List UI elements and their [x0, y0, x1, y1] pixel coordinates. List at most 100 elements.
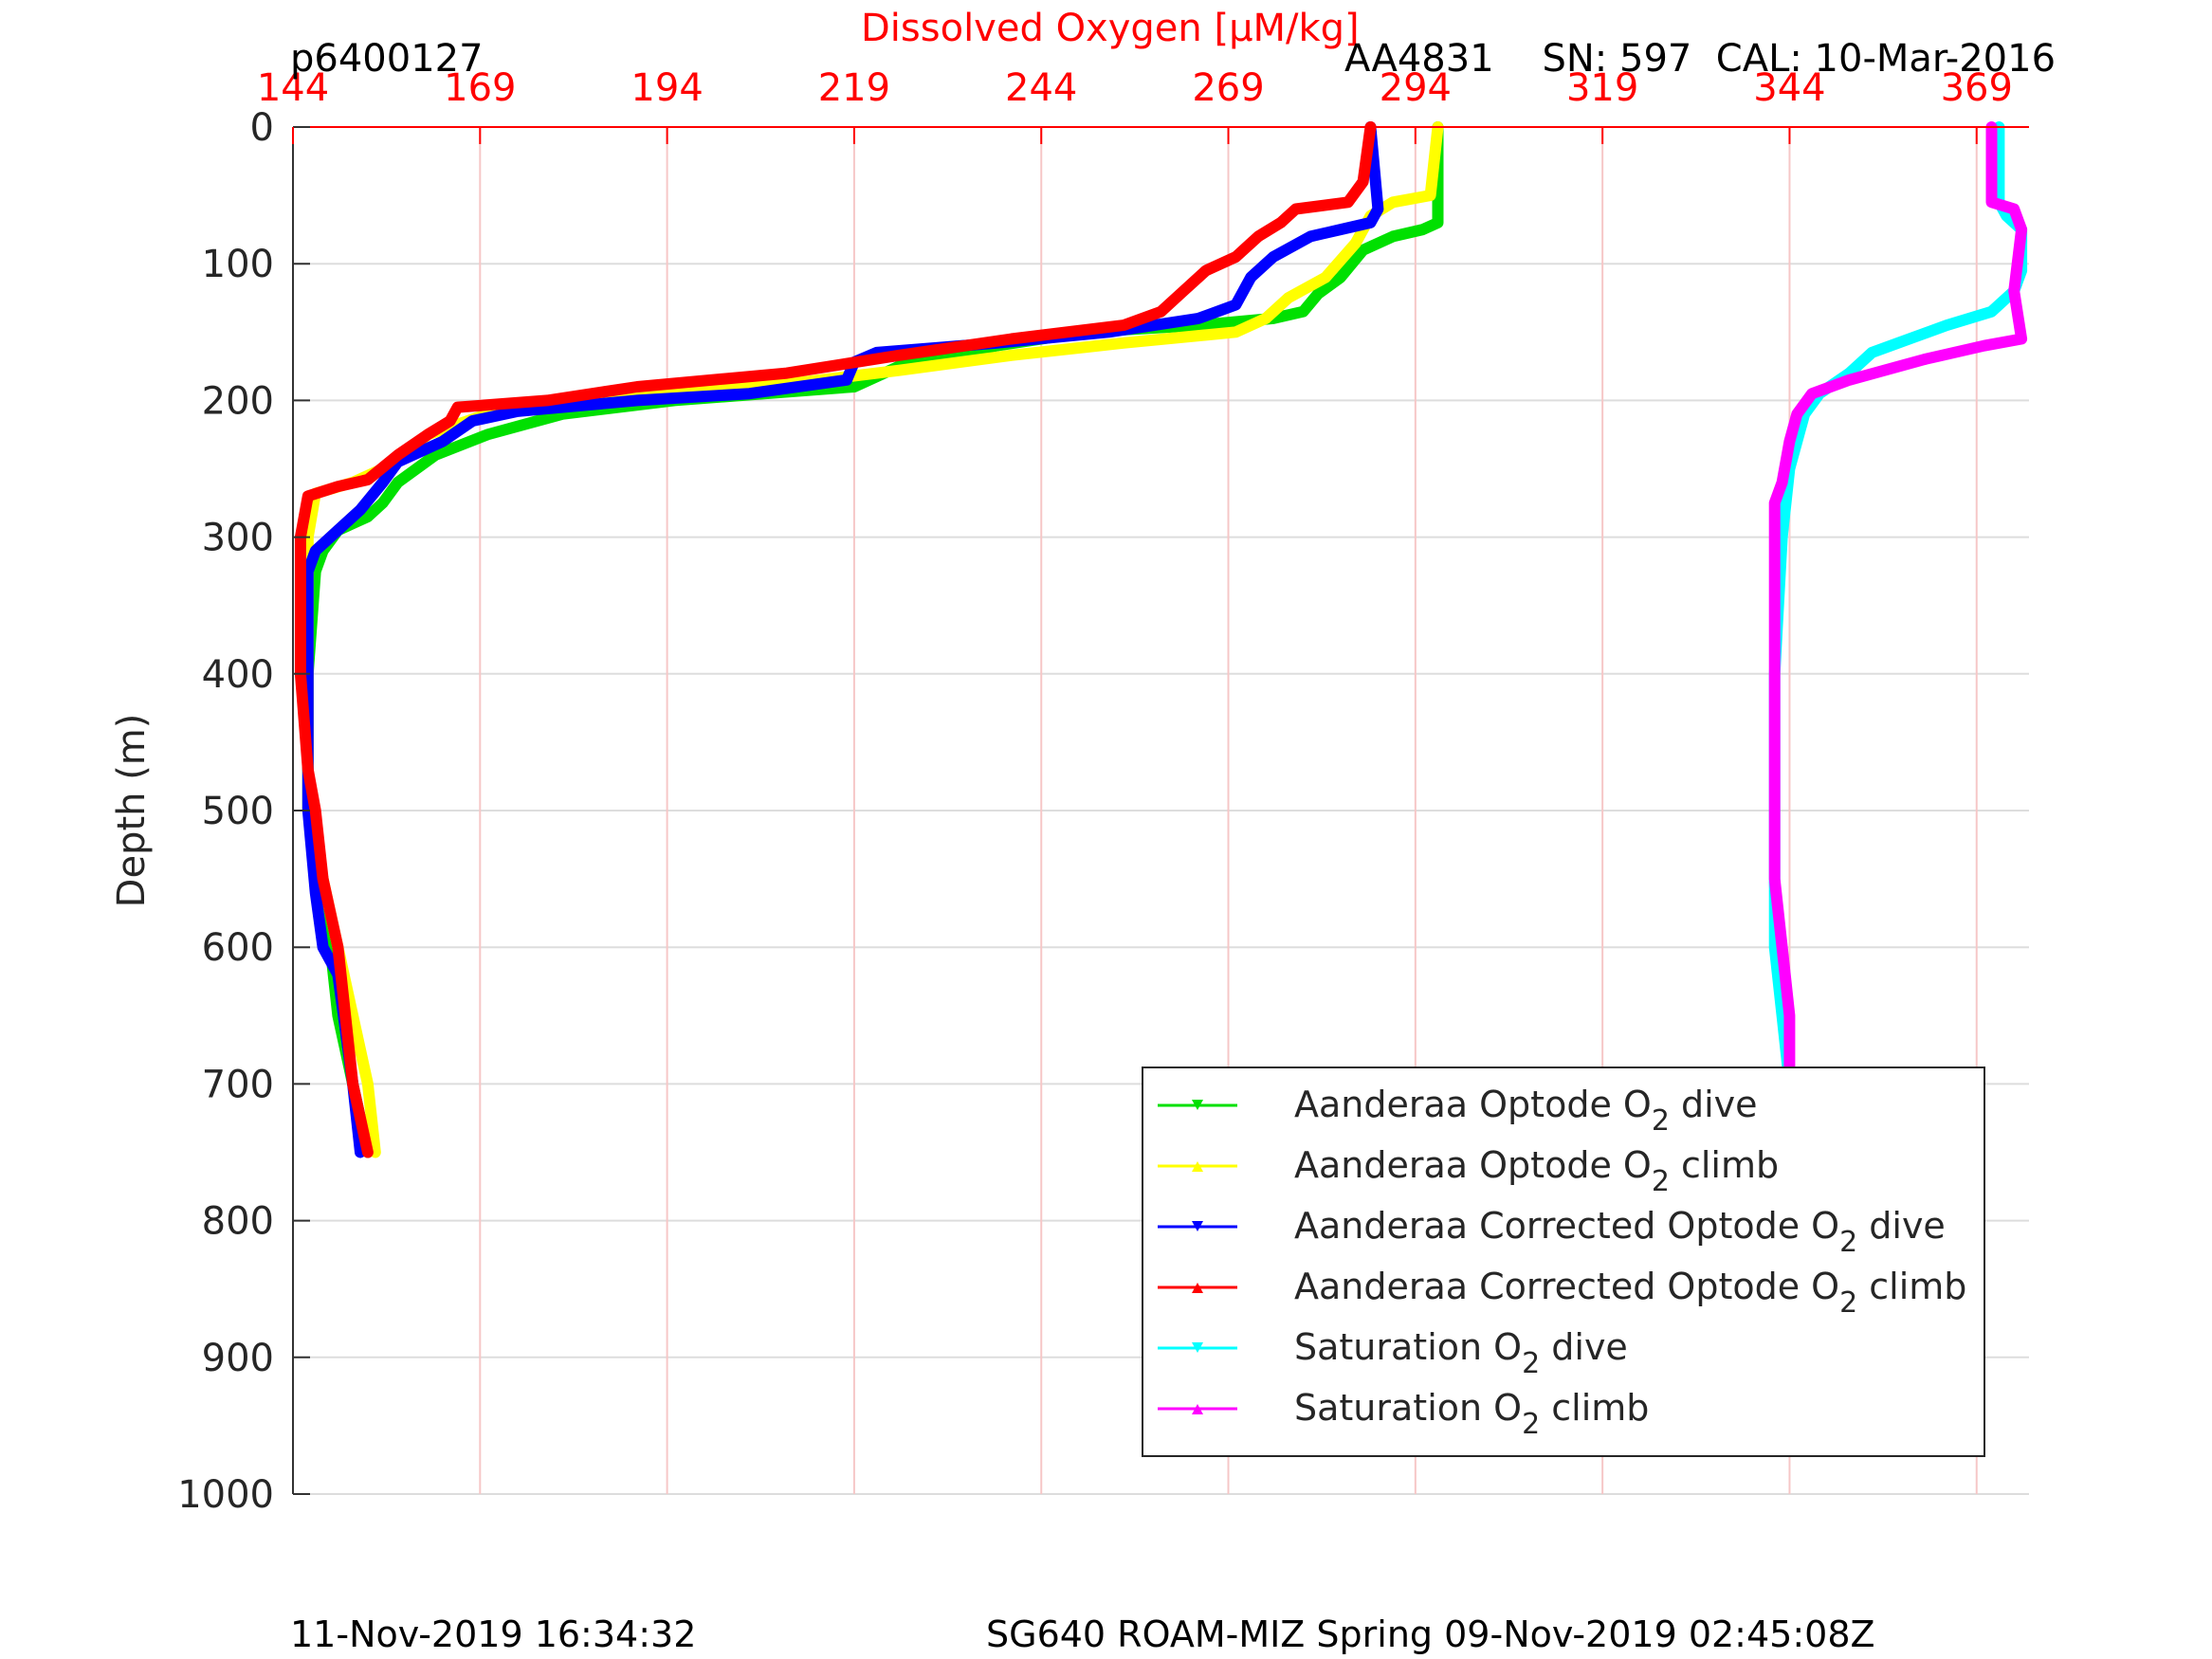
series-3-point — [1195, 314, 1202, 322]
series-3-point — [1307, 232, 1315, 241]
series-4-point — [543, 396, 552, 405]
y-tick-label: 400 — [202, 653, 274, 697]
series-3-point — [356, 505, 364, 514]
y-tick-label: 600 — [202, 926, 274, 970]
series-1-point — [484, 430, 492, 439]
series-3-point — [1336, 226, 1344, 234]
series-4-point — [633, 383, 641, 391]
series-6-point — [1770, 499, 1779, 507]
axes-layer: 0 100 200 300 400 500 600 700 800 900 1000 144 169 19… — [110, 66, 2029, 1517]
legend-label-3: Aanderaa Corrected Optode O2 dive — [1294, 1205, 1946, 1259]
legend-marker — [1192, 1283, 1203, 1293]
legend-label-1: Aanderaa Optode O2 dive — [1294, 1084, 1758, 1138]
series-2-point — [1120, 338, 1127, 347]
series-3-point — [513, 407, 521, 415]
x-tick-label: 319 — [1566, 66, 1638, 110]
series-4-point — [1007, 335, 1015, 343]
legend-label-6: Saturation O2 climb — [1294, 1387, 1649, 1441]
series-1-point — [1389, 232, 1398, 241]
series-5-point — [1943, 321, 1951, 330]
series-6-point — [2010, 205, 2019, 213]
series-2-point — [1232, 328, 1240, 337]
y-tick-label: 0 — [250, 106, 274, 150]
footer-timestamp: 11-Nov-2019 16:34:32 — [290, 1613, 697, 1655]
series-line-6 — [1768, 121, 2028, 1158]
y-axis-label: Depth (m) — [110, 714, 154, 908]
series-4-point — [319, 875, 327, 884]
y-tick-label: 1000 — [177, 1473, 274, 1517]
series-4-point — [1179, 287, 1188, 295]
series-6-point — [1770, 533, 1779, 541]
series-4-point — [895, 351, 904, 359]
series-6-point — [2018, 335, 2026, 343]
series-1-point — [378, 499, 387, 507]
x-tick-label: 294 — [1380, 66, 1452, 110]
series-3-point — [745, 390, 754, 398]
y-tick-label: 200 — [202, 379, 274, 423]
series-4-point — [303, 492, 312, 501]
y-tick-label: 500 — [202, 790, 274, 833]
series-3-point — [311, 547, 320, 555]
series-2-point — [1262, 314, 1270, 322]
series-1-point — [1314, 289, 1323, 298]
series-1-point — [431, 451, 439, 460]
series-1-point — [1434, 218, 1442, 227]
legend-label-2: Aanderaa Optode O2 climb — [1294, 1144, 1779, 1198]
series-6-point — [1808, 390, 1817, 398]
series-1-point — [1299, 307, 1307, 316]
series-6-point — [1770, 669, 1779, 678]
series-6-point — [2010, 287, 2019, 295]
series-4-point — [1344, 198, 1352, 207]
series-6-point — [1778, 478, 1786, 486]
series-5-point — [1987, 307, 1996, 316]
legend-marker — [1192, 1161, 1203, 1172]
series-4-point — [453, 403, 462, 411]
series-5-point — [1905, 335, 1913, 343]
series-6-point — [1793, 410, 1801, 418]
series-3-point — [1374, 205, 1382, 213]
y-tick-label: 700 — [202, 1063, 274, 1106]
series-3-point — [326, 533, 335, 541]
series-4-point — [1157, 307, 1165, 316]
x-tick-label: 269 — [1192, 66, 1264, 110]
series-1-point — [1418, 226, 1427, 234]
series-4-point — [363, 476, 372, 483]
series-2-point — [895, 366, 904, 374]
series-2-point — [1351, 239, 1360, 247]
sensor-info: AA4831 SN: 597 CAL: 10-Mar-2016 — [1344, 37, 2057, 81]
series-1-point — [363, 513, 372, 520]
series-line-4 — [294, 121, 1377, 1158]
legend-marker — [1192, 1404, 1203, 1414]
series-2-point — [371, 1148, 379, 1157]
series-6-point — [1770, 875, 1779, 884]
series-1-point — [850, 383, 858, 391]
y-tick-label: 300 — [202, 517, 274, 560]
series-6-point — [1785, 437, 1794, 446]
x-tick-label: 169 — [444, 66, 516, 110]
series-2-point — [1426, 191, 1435, 200]
series-1-point — [393, 478, 402, 486]
series-4-point — [1291, 205, 1300, 213]
series-4-point — [334, 483, 342, 491]
series-6-point — [1778, 943, 1786, 952]
series-4-point — [446, 417, 454, 425]
series-4-point — [1276, 218, 1285, 227]
y-tick-label: 100 — [202, 243, 274, 286]
series-6-point — [1980, 341, 1988, 350]
series-6-point — [1845, 375, 1854, 384]
series-3-point — [633, 396, 641, 405]
series-1-point — [1359, 246, 1367, 254]
series-6-point — [1987, 198, 1996, 207]
series-4-point — [1201, 266, 1210, 275]
profile-id: p6400127 — [290, 37, 484, 81]
series-3-point — [843, 375, 850, 384]
legend-box — [1142, 1066, 1985, 1457]
legend-marker — [1192, 1342, 1203, 1353]
legend-marker — [1192, 1221, 1203, 1231]
series-4-point — [363, 1148, 372, 1157]
series-3-point — [341, 520, 350, 528]
x-tick-label: 369 — [1941, 66, 2013, 110]
series-3-point — [1232, 301, 1240, 309]
series-6-point — [1785, 1012, 1794, 1020]
